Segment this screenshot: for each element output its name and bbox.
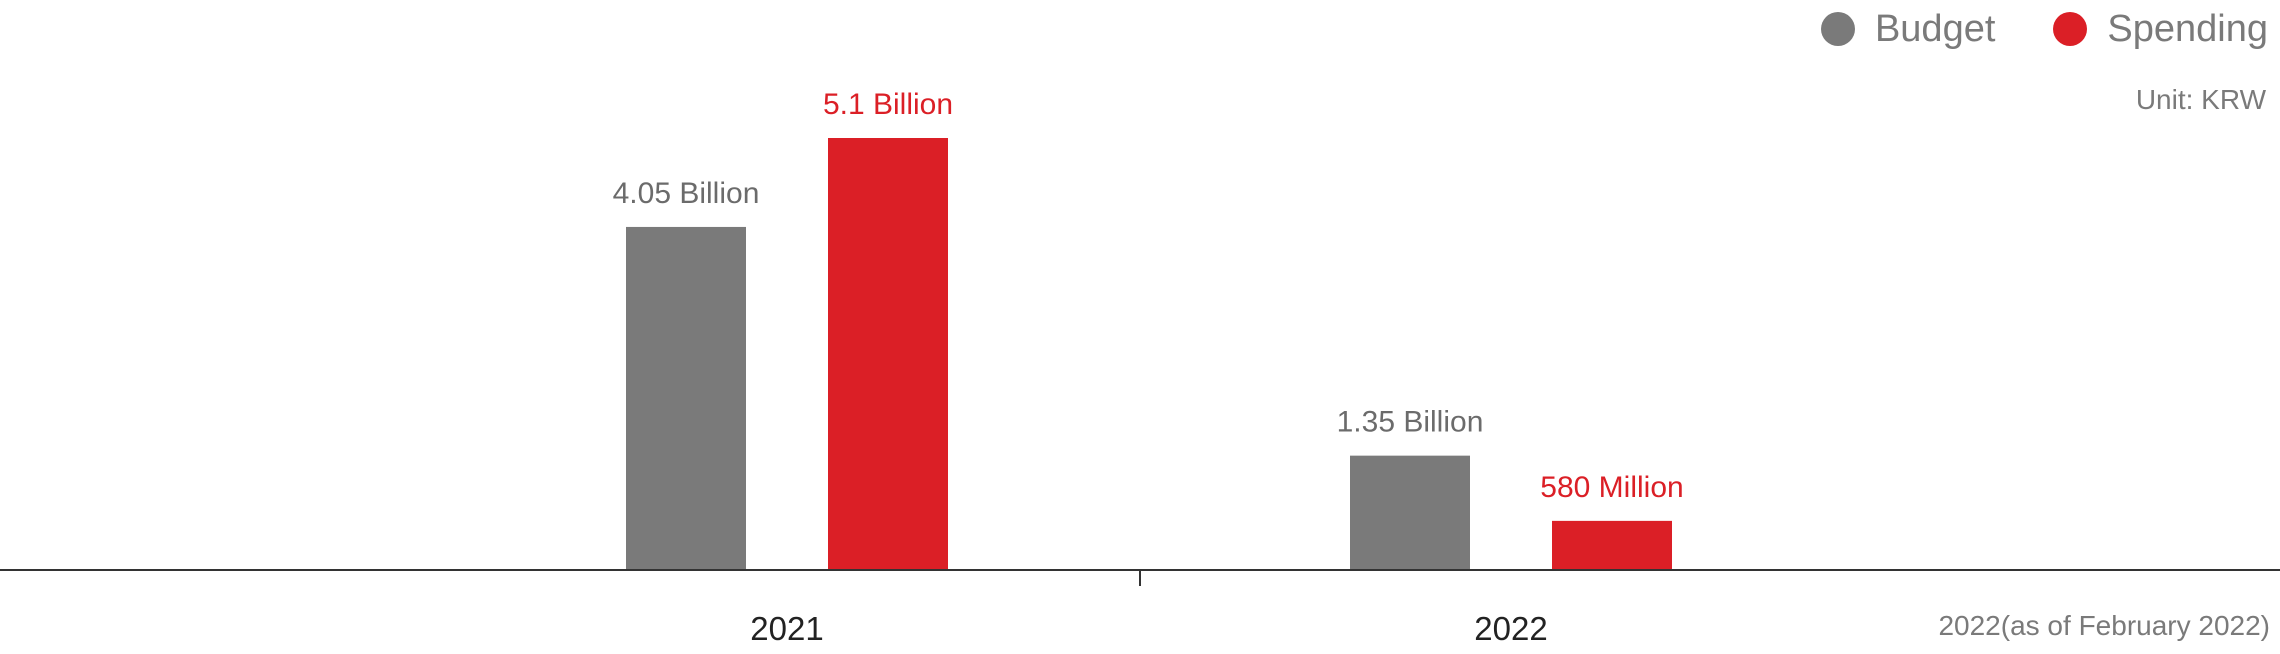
value-label-spending-2022: 580 Million <box>1540 471 1683 504</box>
value-label-budget-2022: 1.35 Billion <box>1337 406 1484 439</box>
legend-marker-spending <box>2053 12 2088 46</box>
bar-budget-2022 <box>1350 455 1470 570</box>
legend: Budget Spending <box>1820 6 2268 52</box>
bars-layer <box>626 138 1672 571</box>
value-label-spending-2021: 5.1 Billion <box>823 88 953 121</box>
legend-marker-budget <box>1820 12 1855 46</box>
bar-spending-2022 <box>1552 520 1672 570</box>
x-tick-label-2022: 2022 <box>1474 610 1547 647</box>
legend-label-budget: Budget <box>1874 8 1996 50</box>
legend-item-spending: Spending <box>2053 6 2268 52</box>
unit-label: Unit: KRW <box>2135 84 2266 115</box>
legend-label-spending: Spending <box>2107 8 2268 50</box>
x-tick-label-2021: 2021 <box>750 610 823 647</box>
bar-budget-2021 <box>626 226 746 571</box>
bar-spending-2021 <box>828 138 948 570</box>
labels-layer: 4.05 Billion 5.1 Billion 2021 1.35 Billion 5… <box>613 88 1684 647</box>
value-label-budget-2021: 4.05 Billion <box>613 177 760 210</box>
legend-item-budget: Budget <box>1820 6 1996 52</box>
footnote: 2022(as of February 2022) <box>1938 610 2270 641</box>
